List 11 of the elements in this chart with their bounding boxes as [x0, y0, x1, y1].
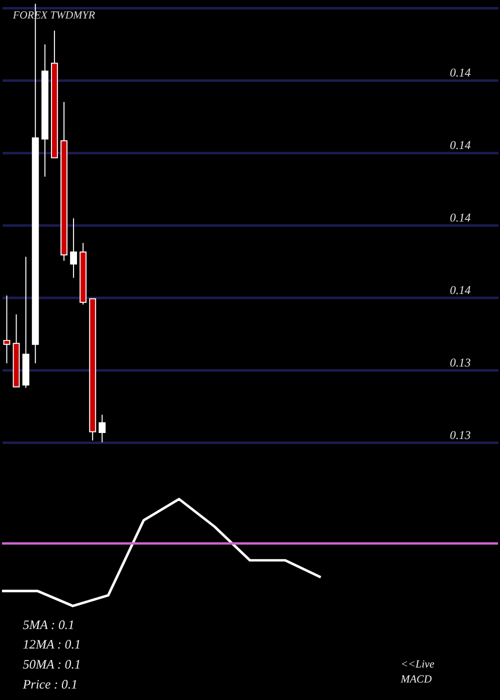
text: Price : 0.1 [22, 677, 78, 692]
text: 50MA : 0.1 [22, 657, 81, 672]
text: <<Live MACD [400, 658, 434, 686]
y-tick-label: 0.14 [450, 65, 471, 80]
y-tick-label: 0.13 [450, 428, 471, 442]
text: 12MA : 0.1 [22, 638, 81, 652]
y-tick-label: 0.13 [450, 355, 471, 370]
y-tick-label: 0.14 [450, 282, 471, 297]
text: 5MA : 0.1 [22, 618, 74, 632]
y-tick-label: 0.14 [450, 210, 471, 224]
y-tick-label: 0.14 [450, 138, 471, 152]
